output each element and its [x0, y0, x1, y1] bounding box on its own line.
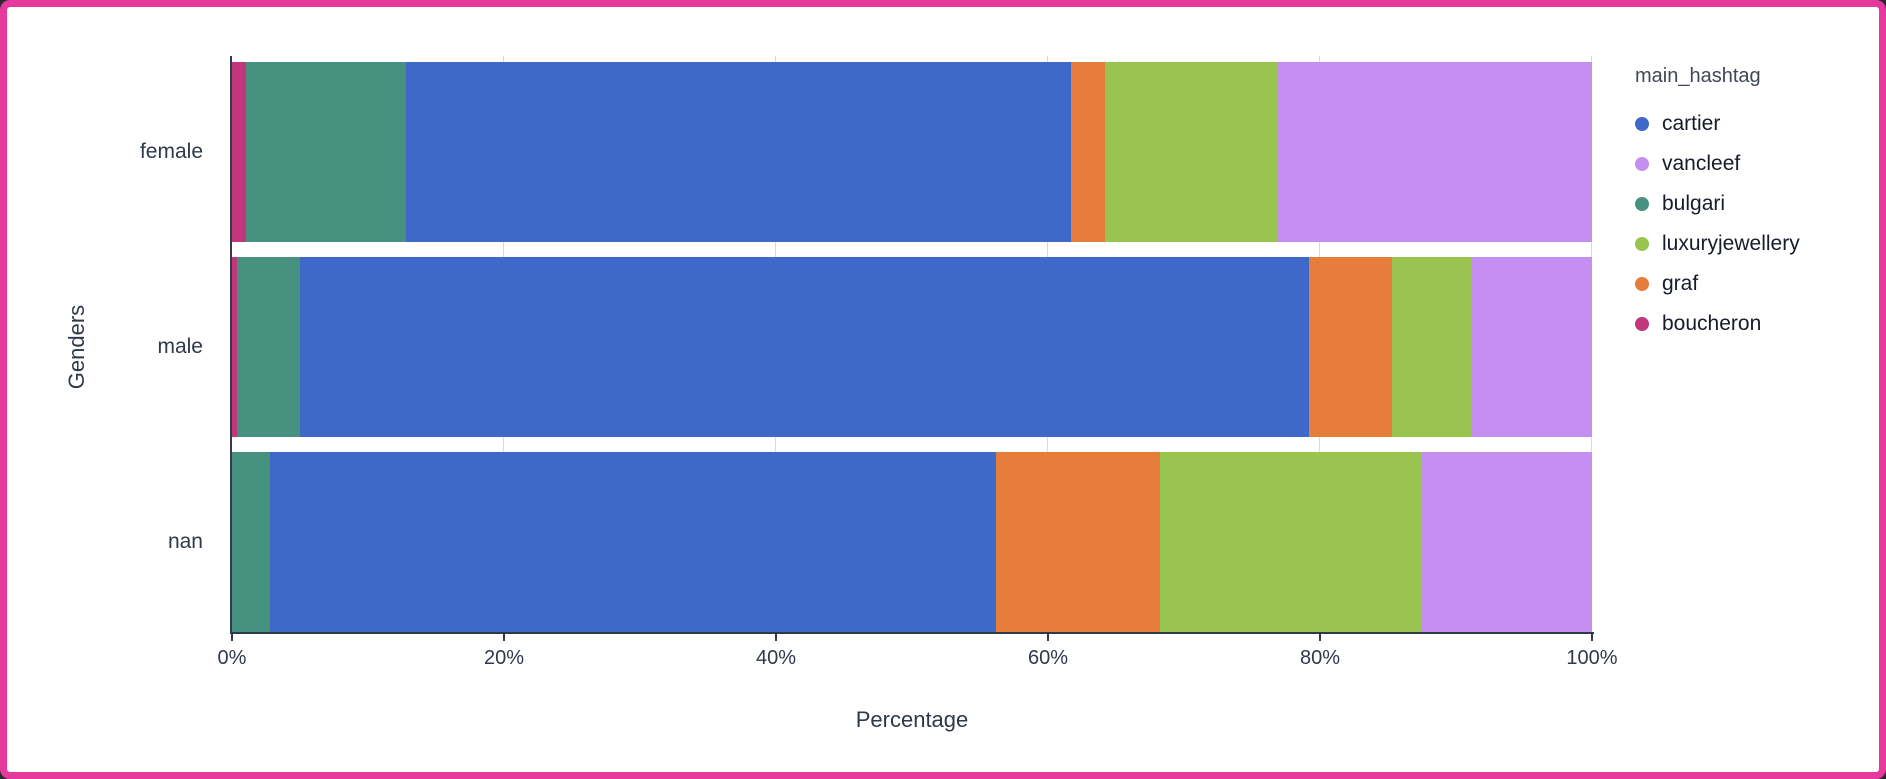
bar-segment-luxuryjewellery-female[interactable]: [1105, 62, 1278, 242]
legend-title: main_hashtag: [1635, 65, 1761, 87]
x-axis-title: Percentage: [855, 707, 969, 732]
legend-item-graf[interactable]: graf: [1635, 264, 1800, 304]
x-tick-mark: [503, 634, 505, 641]
bar-segment-luxuryjewellery-male[interactable]: [1392, 257, 1471, 437]
y-tick-label-female: female: [139, 140, 203, 163]
x-tick-mark: [775, 634, 777, 641]
legend-label: graf: [1662, 272, 1699, 295]
bar-row-female: [232, 62, 1592, 242]
legend-label: bulgari: [1662, 192, 1726, 215]
x-tick-label: 80%: [1299, 647, 1341, 669]
bar-segment-luxuryjewellery-nan[interactable]: [1159, 452, 1422, 632]
y-tick-label-male: male: [157, 335, 203, 358]
legend-item-boucheron[interactable]: boucheron: [1635, 304, 1800, 344]
legend-swatch-graf: [1635, 277, 1649, 291]
x-tick-label: 100%: [1566, 647, 1618, 669]
legend-item-luxuryjewellery[interactable]: luxuryjewellery: [1635, 224, 1800, 264]
plot-area: [232, 56, 1592, 632]
x-tick-label: 0%: [217, 647, 247, 669]
y-tick-labels: female male nan: [7, 62, 217, 632]
bar-segment-cartier-male[interactable]: [299, 257, 1310, 437]
bar-segment-bulgari-nan[interactable]: [232, 452, 271, 632]
x-tick-labels: 0% 20% 40% 60% 80% 100%: [218, 647, 1618, 673]
x-tick-label: 60%: [1027, 647, 1069, 669]
bar-segment-bulgari-male[interactable]: [237, 257, 300, 437]
legend-label: luxuryjewellery: [1662, 232, 1800, 255]
x-axis-line: [230, 632, 1594, 634]
x-tick-label: 40%: [755, 647, 797, 669]
legend-swatch-bulgari: [1635, 197, 1649, 211]
bar-segment-vancleef-female[interactable]: [1277, 62, 1592, 242]
legend-items: cartier vancleef bulgari luxuryjewellery gra…: [1635, 104, 1800, 344]
legend-swatch-vancleef: [1635, 157, 1649, 171]
legend-swatch-cartier: [1635, 117, 1649, 131]
legend-item-bulgari[interactable]: bulgari: [1635, 184, 1800, 224]
legend-label: cartier: [1662, 112, 1721, 135]
bar-segment-boucheron-male[interactable]: [232, 257, 238, 437]
bar-segment-vancleef-nan[interactable]: [1421, 452, 1592, 632]
legend: main_hashtag cartier vancleef bulgari luxur…: [1635, 65, 1800, 344]
x-tick-mark: [1047, 634, 1049, 641]
x-tick-mark: [1591, 634, 1593, 641]
x-tick-mark: [1319, 634, 1321, 641]
bar-segment-bulgari-female[interactable]: [245, 62, 407, 242]
legend-label: vancleef: [1662, 152, 1741, 175]
x-tick-label: 20%: [483, 647, 525, 669]
legend-item-cartier[interactable]: cartier: [1635, 104, 1800, 144]
bar-segment-graf-female[interactable]: [1071, 62, 1106, 242]
bar-row-nan: [232, 452, 1592, 632]
x-tick-mark: [231, 634, 233, 641]
legend-swatch-boucheron: [1635, 317, 1649, 331]
bars: [232, 62, 1592, 632]
bar-segment-graf-nan[interactable]: [996, 452, 1160, 632]
legend-item-vancleef[interactable]: vancleef: [1635, 144, 1800, 184]
bar-segment-boucheron-female[interactable]: [232, 62, 246, 242]
legend-swatch-luxuryjewellery: [1635, 237, 1649, 251]
bar-segment-cartier-female[interactable]: [406, 62, 1072, 242]
bar-row-male: [232, 257, 1592, 437]
bar-segment-graf-male[interactable]: [1309, 257, 1393, 437]
bar-segment-cartier-nan[interactable]: [270, 452, 997, 632]
legend-label: boucheron: [1662, 312, 1762, 335]
y-axis-line: [230, 56, 232, 634]
bar-segment-vancleef-male[interactable]: [1470, 257, 1592, 437]
y-tick-label-nan: nan: [167, 530, 203, 553]
x-tick-marks: [231, 634, 1593, 642]
